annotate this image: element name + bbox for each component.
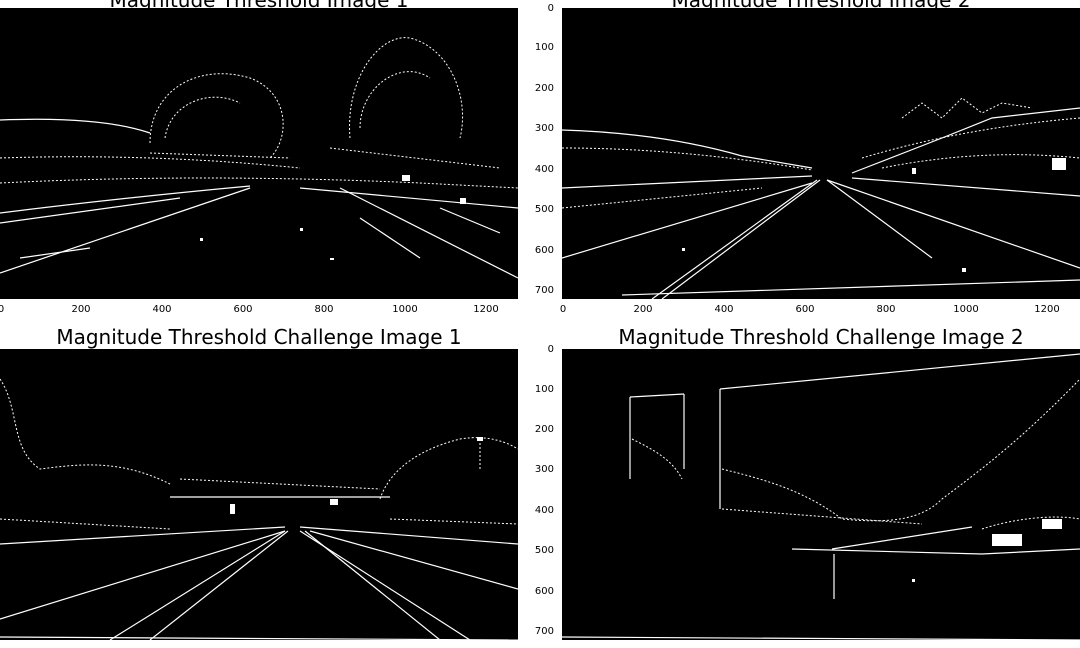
p4-ytick-3: 300 [534,464,554,475]
p2-ytick-3: 300 [534,123,554,134]
panel-4-title: Magnitude Threshold Challenge Image 2 [618,325,1024,349]
panel-4-edges [562,353,1080,640]
panel-1-edges [0,37,518,279]
p4-ytick-5: 500 [534,545,554,556]
p1-xtick-6: 1200 [473,304,499,315]
panel-3-edges [0,378,518,640]
p2-ytick-1: 100 [534,42,554,53]
p4-ytick-6: 600 [534,586,554,597]
panel-2-image [562,8,1080,299]
p2-xtick-6: 1200 [1034,304,1060,315]
p1-xtick-3: 600 [233,304,253,315]
panel-4-image [562,349,1080,640]
p4-ytick-1: 100 [534,384,554,395]
p2-ytick-2: 200 [534,83,554,94]
p1-xtick-1: 200 [71,304,91,315]
p2-xtick-4: 800 [876,304,896,315]
p2-xtick-1: 200 [633,304,653,315]
p2-xtick-3: 600 [795,304,815,315]
panel-3-image [0,349,518,640]
panel-1-image [0,8,518,299]
p4-ytick-2: 200 [534,424,554,435]
p1-xtick-4: 800 [314,304,334,315]
p4-ytick-0: 0 [547,344,554,355]
p4-ytick-7: 700 [534,626,554,637]
p2-xtick-5: 1000 [953,304,979,315]
p2-ytick-7: 700 [534,285,554,296]
p4-ytick-4: 400 [534,505,554,516]
panel-3-title: Magnitude Threshold Challenge Image 1 [56,325,462,349]
p2-xtick-2: 400 [714,304,734,315]
panel-1-title: Magnitude Threshold Image 1 [109,0,409,12]
p2-ytick-6: 600 [534,245,554,256]
panel-2-edges [562,97,1080,299]
p1-xtick-0: 0 [0,304,5,315]
p2-xtick-0: 0 [559,304,567,315]
p2-ytick-0: 0 [547,3,554,14]
p2-ytick-4: 400 [534,164,554,175]
p2-ytick-5: 500 [534,204,554,215]
p1-xtick-2: 400 [152,304,172,315]
panel-2-title: Magnitude Threshold Image 2 [671,0,971,12]
p1-xtick-5: 1000 [392,304,418,315]
